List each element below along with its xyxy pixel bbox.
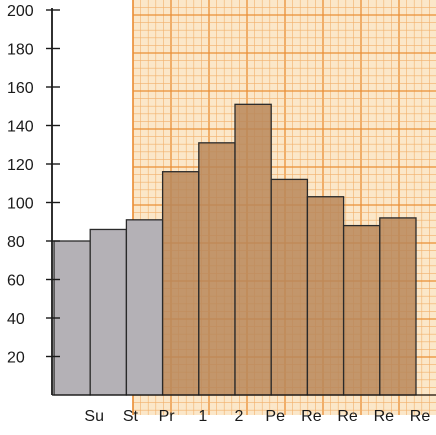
y-axis xyxy=(46,8,436,396)
y-tick-label: 80 xyxy=(7,234,25,251)
x-category-label: Re xyxy=(337,408,358,425)
x-category-label: 1 xyxy=(198,408,207,425)
x-category-label: Re xyxy=(374,408,395,425)
bar xyxy=(379,217,417,396)
x-category-label: Pe xyxy=(265,408,285,425)
y-tick-label: 160 xyxy=(7,80,34,97)
bar xyxy=(161,171,200,396)
y-tick-label: 180 xyxy=(7,42,34,59)
y-tick-label: 100 xyxy=(7,196,34,213)
y-tick-label: 40 xyxy=(7,311,25,328)
bar xyxy=(125,219,164,396)
x-category-label: St xyxy=(123,408,139,425)
x-category-label: 2 xyxy=(235,408,244,425)
bar xyxy=(89,228,128,396)
x-category-label: Re xyxy=(301,408,322,425)
bar xyxy=(270,178,309,396)
y-tick-label: 120 xyxy=(7,157,34,174)
x-category-label: Pr xyxy=(159,408,176,425)
x-category-label: Re xyxy=(410,408,431,425)
bars xyxy=(53,103,417,396)
y-tick-label: 60 xyxy=(7,273,25,290)
x-category-label: Su xyxy=(84,408,104,425)
y-tick-label: 140 xyxy=(7,119,34,136)
bar xyxy=(198,142,236,396)
y-tick-label: 20 xyxy=(7,350,25,367)
y-tick-label: 200 xyxy=(7,3,34,20)
bar xyxy=(306,196,345,396)
x-category-labels: Su St Pr 1 2 Pe Re Re Re Re xyxy=(84,408,430,425)
bar xyxy=(342,224,381,396)
y-tick-labels: 20 40 60 80 100 120 140 160 180 200 xyxy=(7,3,34,367)
bar xyxy=(234,103,272,396)
